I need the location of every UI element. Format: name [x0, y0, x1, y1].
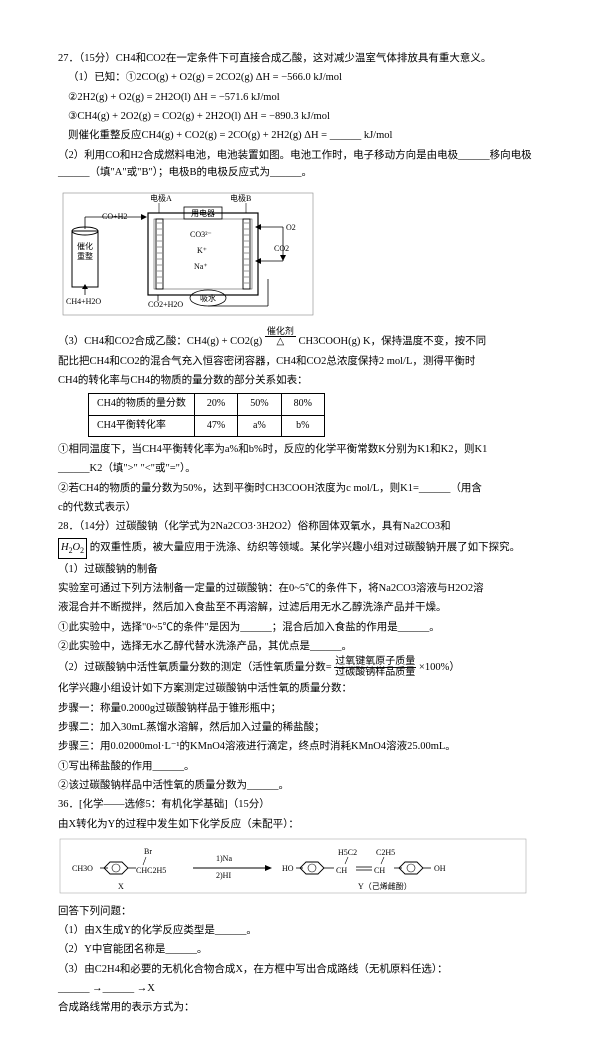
- q28-1-line1: 实验室可通过下列方法制备一定量的过碳酸钠：在0~5℃的条件下，将Na2CO3溶液…: [58, 580, 537, 597]
- electrode-b-label: 电极B: [230, 193, 251, 203]
- naplus-label: Na⁺: [194, 262, 208, 271]
- q28-step1: 步骤一：称量0.2000g过碳酸钠样品于锥形瓶中；: [58, 700, 537, 717]
- svg-text:CH: CH: [336, 866, 347, 875]
- q27-2: （2）利用CO和H2合成燃料电池，电池装置如图。电池工作时，电子移动方向是由电极…: [58, 147, 537, 182]
- q27-3-2b: c的代数式表示）: [58, 499, 537, 516]
- q28-1-line2: 液混合并不断搅拌，然后加入食盐至不再溶解，过滤后用无水乙醇洗涤产品并干燥。: [58, 599, 537, 616]
- q36-title: 36．[化学——选修5：有机化学基础]（15分）: [58, 796, 537, 813]
- q36-3-note: 合成路线常用的表示方式为：: [58, 999, 537, 1016]
- ch4-in: CH4+H2O: [66, 297, 101, 306]
- q27-3: （3）CH4和CO2合成乙酸：CH4(g) + CO2(g) 催化剂 △ CH3…: [58, 327, 537, 350]
- q36-answer-prompt: 回答下列问题：: [58, 903, 537, 920]
- svg-text:Y（己烯雌酚）: Y（己烯雌酚）: [358, 881, 412, 891]
- svg-text:HO: HO: [282, 864, 294, 873]
- q27-intro: 27．（15分）CH4和CO2在一定条件下可直接合成乙酸，这对减少温室气体排放具…: [58, 50, 537, 67]
- svg-text:C2H5: C2H5: [376, 848, 395, 857]
- q28-2-title: （2）过碳酸钠中活性氧质量分数的测定（活性氧质量分数= 过氧键氧原子质量 过碳酸…: [58, 657, 537, 678]
- q28-2-line1: 化学兴趣小组设计如下方案测定过碳酸钠中活性氧的质量分数：: [58, 680, 537, 697]
- q27-1-line1: （1）已知：①2CO(g) + O2(g) = 2CO2(g) ΔH = −56…: [68, 69, 537, 86]
- svg-text:H5C2: H5C2: [338, 848, 357, 857]
- q36-3-route: ______ →______ →X: [58, 980, 537, 997]
- q28-1-q2: ②此实验中，选择无水乙醇代替水洗涤产品，其优点是______。: [58, 638, 537, 655]
- svg-text:CH3O: CH3O: [72, 864, 93, 873]
- svg-text:OH: OH: [434, 864, 446, 873]
- q28-2-q1: ①写出稀盐酸的作用______。: [58, 758, 537, 775]
- q27-1-line4: 则催化重整反应CH4(g) + CO2(g) = 2CO(g) + 2H2(g)…: [68, 127, 537, 144]
- q36-3: （3）由C2H4和必要的无机化合物合成X，在方框中写出合成路线（无机原料任选）：: [58, 961, 537, 978]
- absorber-label: 吸水: [200, 293, 216, 303]
- conversion-table: CH4的物质的量分数 20% 50% 80% CH4平衡转化率 47% a% b…: [88, 393, 325, 437]
- co2-h2o-out: CO2+H2O: [148, 300, 183, 309]
- svg-text:Br: Br: [144, 847, 152, 856]
- q28-2-q2: ②该过碳酸钠样品中活性氧的质量分数为______。: [58, 777, 537, 794]
- q28-intro-2: H2O2 的双重性质，被大量应用于洗涤、纺织等领域。某化学兴趣小组对过碳酸钠开展…: [58, 538, 537, 559]
- electrode-a-label: 电极A: [150, 193, 172, 203]
- q36-2: （2）Y中官能团名称是______。: [58, 941, 537, 958]
- q28-intro: 28．（14分）过碳酸钠（化学式为2Na2CO3·3H2O2）俗称固体双氧水，具…: [58, 518, 537, 535]
- q28-step3: 步骤三：用0.02000mol·L⁻¹的KMnO4溶液进行滴定，终点时消耗KMn…: [58, 738, 537, 755]
- q27-3-line2: 配比把CH4和CO2的混合气充入恒容密闭容器，CH4和CO2总浓度保持2 mol…: [58, 353, 537, 370]
- q36-1: （1）由X生成Y的化学反应类型是______。: [58, 922, 537, 939]
- reform-label-2: 重整: [77, 251, 93, 261]
- o2-label: O2: [286, 223, 296, 232]
- svg-text:1)Na: 1)Na: [216, 854, 232, 863]
- q36-intro: 由X转化为Y的过程中发生如下化学反应（未配平）：: [58, 816, 537, 833]
- q27-3-1b: ______K2（填">" "<"或"="）。: [58, 460, 537, 477]
- q27-1-line2: ②2H2(g) + O2(g) = 2H2O(l) ΔH = −571.6 kJ…: [68, 89, 537, 106]
- consumer-label: 用电器: [191, 208, 215, 218]
- q27-3-line3: CH4的转化率与CH4的物质的量分数的部分关系如表：: [58, 372, 537, 389]
- fraction: 过氧键氧原子质量 过碳酸钠样品质量: [334, 657, 416, 678]
- co-h2-label: CO+H2: [102, 212, 127, 221]
- q27-1-line3: ③CH4(g) + 2O2(g) = CO2(g) + 2H2O(l) ΔH =…: [68, 108, 537, 125]
- q28-1-q1: ①此实验中，选择"0~5℃的条件"是因为______；混合后加入食盐的作用是__…: [58, 619, 537, 636]
- svg-text:X: X: [118, 882, 124, 891]
- reaction-arrow: 催化剂 △: [265, 327, 296, 347]
- svg-text:2)HI: 2)HI: [216, 871, 231, 880]
- svg-text:CH: CH: [374, 866, 385, 875]
- q27-3-2: ②若CH4的物质的量分数为50%，达到平衡时CH3COOH浓度为c mol/L，…: [58, 480, 537, 497]
- co2-label: CO2: [274, 244, 289, 253]
- co32-label: CO3²⁻: [190, 230, 212, 239]
- q27-3-1: ①相同温度下，当CH4平衡转化率为a%和b%时，反应的化学平衡常数K分别为K1和…: [58, 441, 537, 458]
- q28-1-title: （1）过碳酸钠的制备: [58, 561, 537, 578]
- kplus-label: K⁺: [197, 246, 207, 255]
- q28-step2: 步骤二：加入30mL蒸馏水溶解，然后加入过量的稀盐酸；: [58, 719, 537, 736]
- h2o2-box: H2O2: [58, 538, 87, 559]
- reform-label: 催化: [77, 241, 93, 251]
- reaction-scheme: CH3O Br CHC2H5 X 1)Na 2)HI HO H5C2 CH C2…: [58, 837, 528, 899]
- fuel-cell-diagram: 催化 重整 CH4+H2O CO+H2 电极A 电极B 用电器 CO3²⁻ K⁺…: [58, 189, 318, 319]
- svg-text:CHC2H5: CHC2H5: [136, 866, 166, 875]
